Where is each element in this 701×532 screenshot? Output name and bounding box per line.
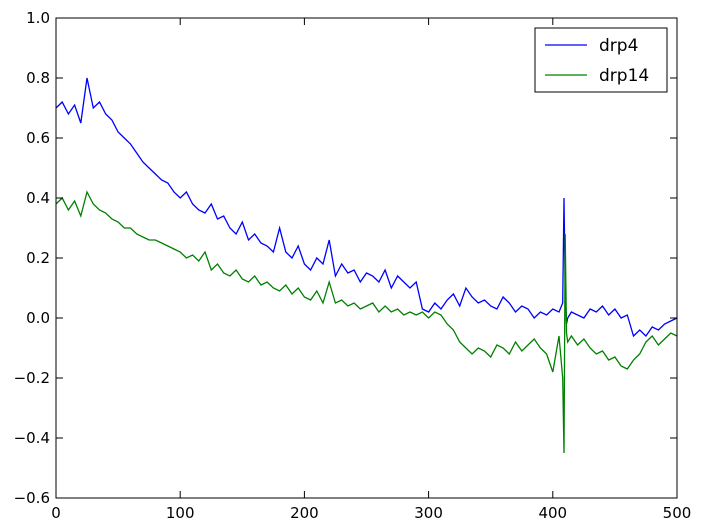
x-tick-label: 100 xyxy=(166,504,195,522)
legend-box xyxy=(534,27,668,93)
plot-lines xyxy=(55,77,678,454)
y-tick-label: −0.2 xyxy=(14,369,50,387)
legend-label-drp4: drp4 xyxy=(599,36,638,56)
x-tick-label: 300 xyxy=(414,504,443,522)
y-tick-label: 0.8 xyxy=(26,69,50,87)
y-tick-label: −0.6 xyxy=(14,489,50,507)
y-tick-label: 0.2 xyxy=(26,249,50,267)
x-tick-label: 400 xyxy=(538,504,567,522)
y-tick-label: −0.4 xyxy=(14,429,50,447)
x-tick-label: 500 xyxy=(663,504,692,522)
x-tick-label: 200 xyxy=(290,504,319,522)
y-tick-label: 0.4 xyxy=(26,189,50,207)
y-tick-label: 0.6 xyxy=(26,129,50,147)
legend-label-drp14: drp14 xyxy=(599,66,649,86)
x-tick-label: 0 xyxy=(51,504,61,522)
axis-ticks: 0 100 200 300 400 500 −0.6 −0.4 −0.2 0.0 0.2 0.4 0.6… xyxy=(14,9,692,522)
y-tick-label: 0.0 xyxy=(26,309,50,327)
series-line-drp14 xyxy=(55,190,678,454)
y-tick-label: 1.0 xyxy=(26,9,50,27)
series-line-drp4 xyxy=(55,77,678,338)
legend: drp4 drp14 xyxy=(534,27,668,93)
